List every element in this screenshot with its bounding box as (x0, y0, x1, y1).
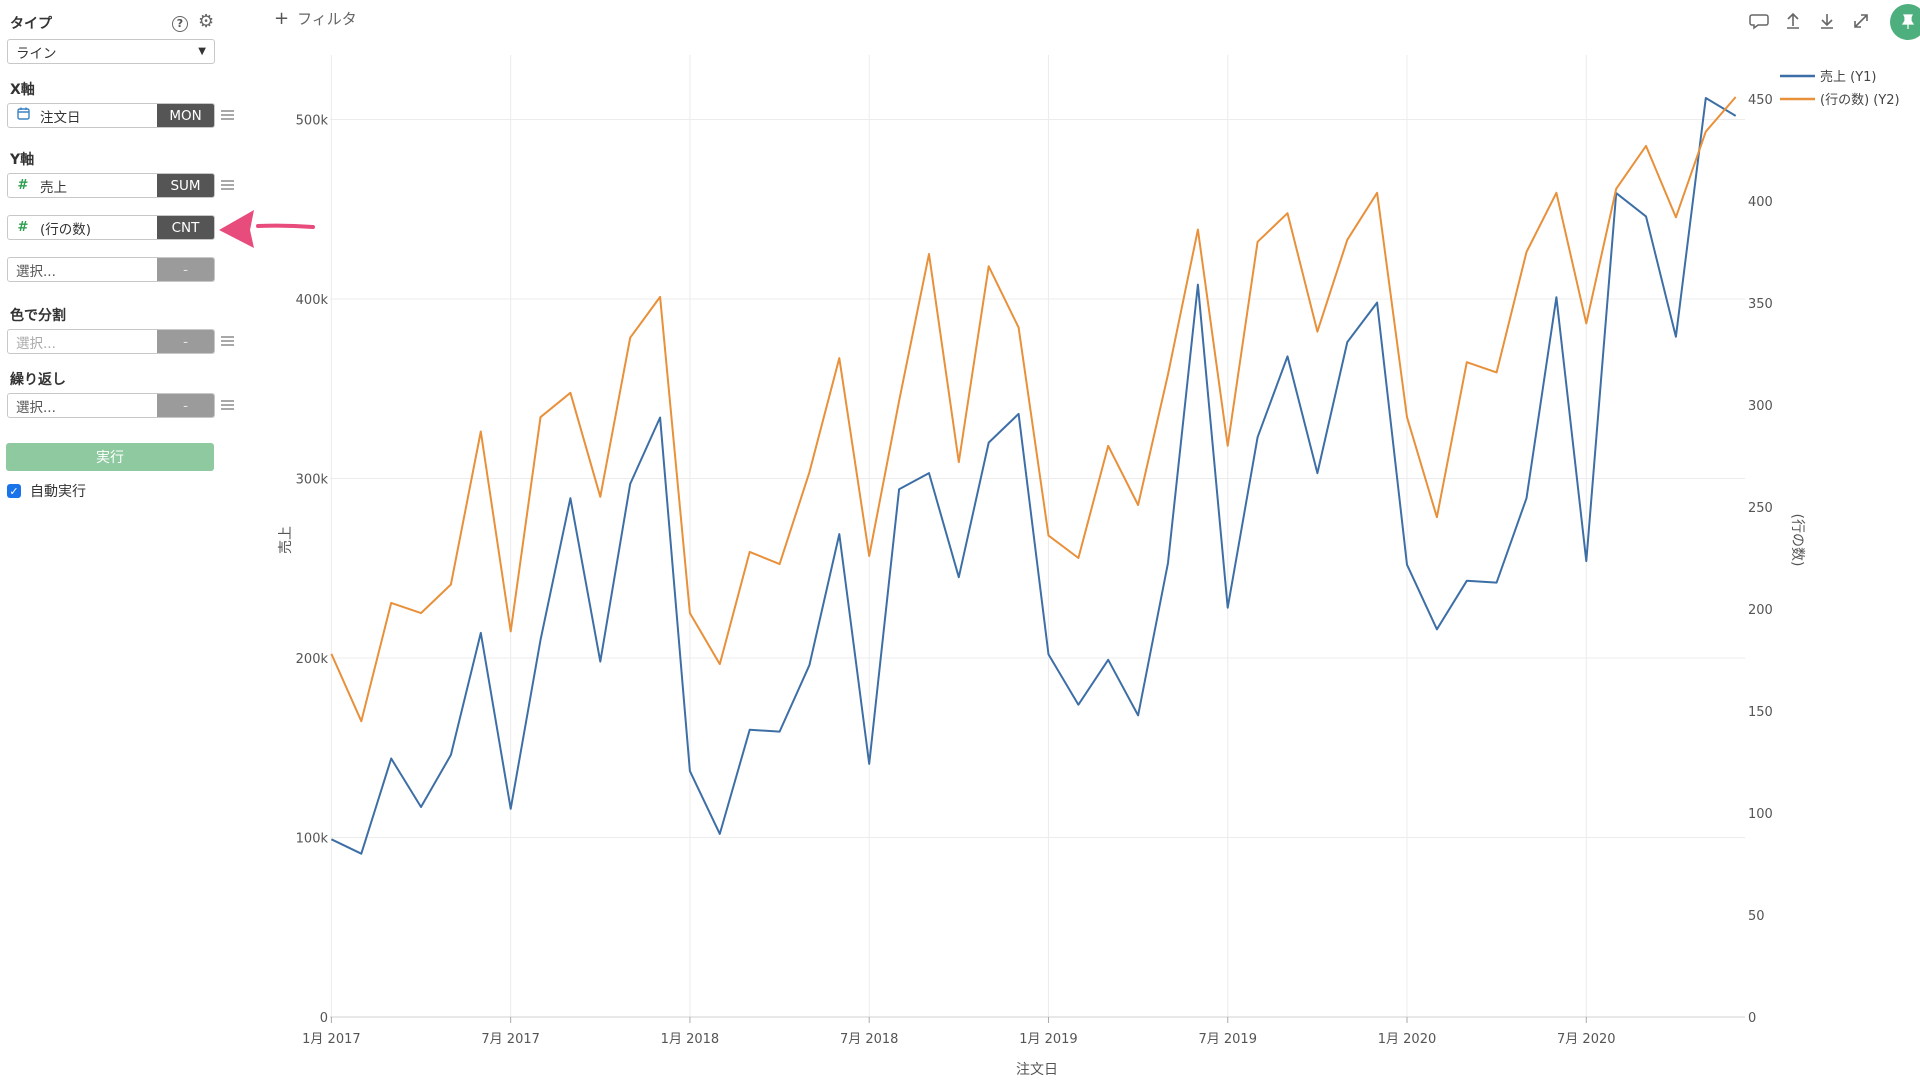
x-tick-label: 7月 2017 (481, 1032, 540, 1047)
download-icon[interactable] (1816, 10, 1838, 32)
hash-icon: # (17, 178, 29, 193)
run-button[interactable]: 実行 (6, 443, 214, 471)
add-filter-button[interactable]: + フィルタ (274, 8, 357, 29)
y-left-tick-label: 400k (296, 293, 329, 308)
x-field-agg-button[interactable]: MON (157, 104, 214, 127)
y-left-tick-label: 100k (296, 832, 329, 847)
y-right-tick-label: 100 (1748, 807, 1773, 822)
chart-settings-sidebar: タイプ ? ⚙ ライン ▼ X軸 注文日 MON Y軸 # 売上 SUM # (… (0, 0, 236, 1088)
y-axis-label: Y軸 (10, 152, 35, 168)
repeat-label: 繰り返し (10, 372, 66, 388)
annotation-arrow (256, 223, 315, 229)
upload-icon[interactable] (1782, 10, 1804, 32)
y-right-tick-label: 0 (1748, 1011, 1756, 1026)
x-tick-label: 1月 2017 (302, 1032, 361, 1047)
y-right-tick-label: 350 (1748, 297, 1773, 312)
y-left-tick-label: 0 (320, 1011, 328, 1026)
legend-item-label: (行の数) (Y2) (1820, 93, 1900, 108)
color-split-menu-icon[interactable] (221, 336, 234, 346)
gear-icon[interactable]: ⚙ (198, 11, 215, 32)
y-axis-left-title: 売上 (278, 526, 294, 554)
y-right-tick-label: 150 (1748, 705, 1773, 720)
x-tick-label: 7月 2020 (1557, 1032, 1616, 1047)
chart-legend: 売上 (Y1) (行の数) (Y2) (1780, 69, 1900, 108)
calendar-icon (16, 107, 30, 124)
annotation-arrow-head (219, 210, 254, 248)
y-axis-field-pill-count[interactable]: # (行の数) CNT (7, 215, 215, 240)
hash-icon: # (17, 220, 29, 235)
y-field-menu-icon[interactable] (221, 180, 234, 190)
y-add-placeholder: 選択... (16, 263, 56, 280)
x-axis-label: X軸 (10, 82, 35, 98)
y-field-agg-button[interactable]: CNT (157, 216, 214, 239)
y-right-tick-label: 50 (1748, 909, 1765, 924)
expand-icon[interactable] (1850, 10, 1872, 32)
x-axis-field-pill[interactable]: 注文日 MON (7, 103, 215, 128)
y-axis-add-field-select[interactable]: 選択... - (7, 257, 215, 282)
filter-label: フィルタ (297, 10, 357, 28)
plus-icon: + (274, 8, 290, 29)
comment-icon[interactable] (1748, 10, 1770, 32)
y-left-tick-label: 300k (296, 473, 329, 488)
color-split-agg-button: - (157, 330, 214, 353)
y-field-agg-button[interactable]: SUM (157, 174, 214, 197)
repeat-placeholder: 選択... (16, 399, 56, 416)
x-tick-label: 1月 2018 (661, 1032, 720, 1047)
pin-icon[interactable] (1890, 4, 1920, 40)
chart-type-select[interactable]: ライン ▼ (7, 39, 215, 64)
x-field-menu-icon[interactable] (221, 110, 234, 120)
caret-down-icon: ▼ (198, 46, 206, 57)
repeat-menu-icon[interactable] (221, 400, 234, 410)
chart-grid (330, 55, 1745, 1017)
y-right-tick-label: 400 (1748, 195, 1773, 210)
chart-series (330, 96, 1737, 855)
autorun-checkbox-row[interactable]: ✓ 自動実行 (7, 481, 86, 501)
y-field-name: (行の数) (40, 221, 92, 238)
x-tick-label: 1月 2020 (1378, 1032, 1437, 1047)
chart-axes: 0 100k 200k 300k 400k 500k 0 50 100 150 200 250 300 3… (296, 93, 1773, 1047)
series-line-2 (330, 96, 1737, 723)
y-right-tick-label: 450 (1748, 93, 1773, 108)
autorun-label: 自動実行 (30, 484, 86, 500)
repeat-agg-button: - (157, 394, 214, 417)
x-tick-label: 7月 2019 (1198, 1032, 1257, 1047)
y-axis-field-pill-sales[interactable]: # 売上 SUM (7, 173, 215, 198)
y-right-tick-label: 300 (1748, 399, 1773, 414)
y-right-tick-label: 200 (1748, 603, 1773, 618)
y-left-tick-label: 500k (296, 114, 329, 129)
color-split-placeholder: 選択... (16, 335, 56, 352)
series-line-1 (330, 97, 1737, 855)
y-add-agg-button: - (157, 258, 214, 281)
type-section-label: タイプ (10, 16, 52, 32)
y-field-name: 売上 (40, 179, 67, 196)
legend-item-label: 売上 (Y1) (1820, 69, 1877, 85)
autorun-checkbox[interactable]: ✓ (7, 484, 21, 498)
help-icon[interactable]: ? (172, 16, 188, 32)
x-tick-label: 1月 2019 (1019, 1032, 1078, 1047)
x-axis-title: 注文日 (1016, 1062, 1058, 1078)
repeat-select[interactable]: 選択... - (7, 393, 215, 418)
y-right-tick-label: 250 (1748, 501, 1773, 516)
color-split-label: 色で分割 (10, 308, 66, 324)
x-tick-label: 7月 2018 (840, 1032, 899, 1047)
chart-type-value: ライン (16, 45, 57, 62)
color-split-select[interactable]: 選択... - (7, 329, 215, 354)
y-left-tick-label: 200k (296, 652, 329, 667)
y-axis-right-title: (行の数) (1789, 514, 1805, 567)
x-field-name: 注文日 (40, 109, 81, 126)
